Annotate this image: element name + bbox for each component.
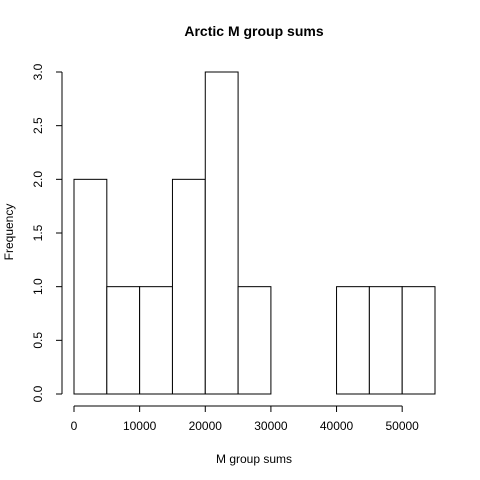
chart-title: Arctic M group sums xyxy=(184,23,323,39)
y-tick-label: 2.0 xyxy=(31,171,45,188)
y-tick-label: 0.0 xyxy=(31,385,45,402)
histogram-bar-0 xyxy=(73,178,108,395)
y-tick-label: 2.5 xyxy=(31,117,45,134)
histogram-bar-4 xyxy=(204,71,239,395)
y-axis: 0.0 0.5 1.0 1.5 2.0 2.5 3.0 xyxy=(31,63,63,402)
histogram-bar-10 xyxy=(401,286,436,395)
y-tick-label: 0.5 xyxy=(31,332,45,349)
bars-group xyxy=(73,71,436,395)
x-axis: 0 10000 20000 30000 40000 50000 xyxy=(71,405,419,433)
histogram-bar-1 xyxy=(106,286,141,395)
x-tick-label: 30000 xyxy=(254,419,288,433)
histogram-bar-8 xyxy=(336,286,370,395)
x-tick-label: 10000 xyxy=(123,419,157,433)
y-tick-label: 1.5 xyxy=(31,224,45,241)
histogram-bar-9 xyxy=(368,286,403,395)
y-tick-label: 3.0 xyxy=(31,63,45,80)
histogram-bar-5 xyxy=(237,286,272,395)
x-tick-label: 0 xyxy=(71,419,78,433)
x-tick-label: 50000 xyxy=(385,419,419,433)
x-tick-label: 40000 xyxy=(320,419,354,433)
y-tick-label: 1.0 xyxy=(31,278,45,295)
histogram-bar-3 xyxy=(171,178,206,395)
x-axis-label: M group sums xyxy=(216,452,292,466)
histogram-bar-2 xyxy=(139,286,173,395)
y-axis-label: Frequency xyxy=(2,204,16,261)
x-tick-label: 20000 xyxy=(189,419,223,433)
